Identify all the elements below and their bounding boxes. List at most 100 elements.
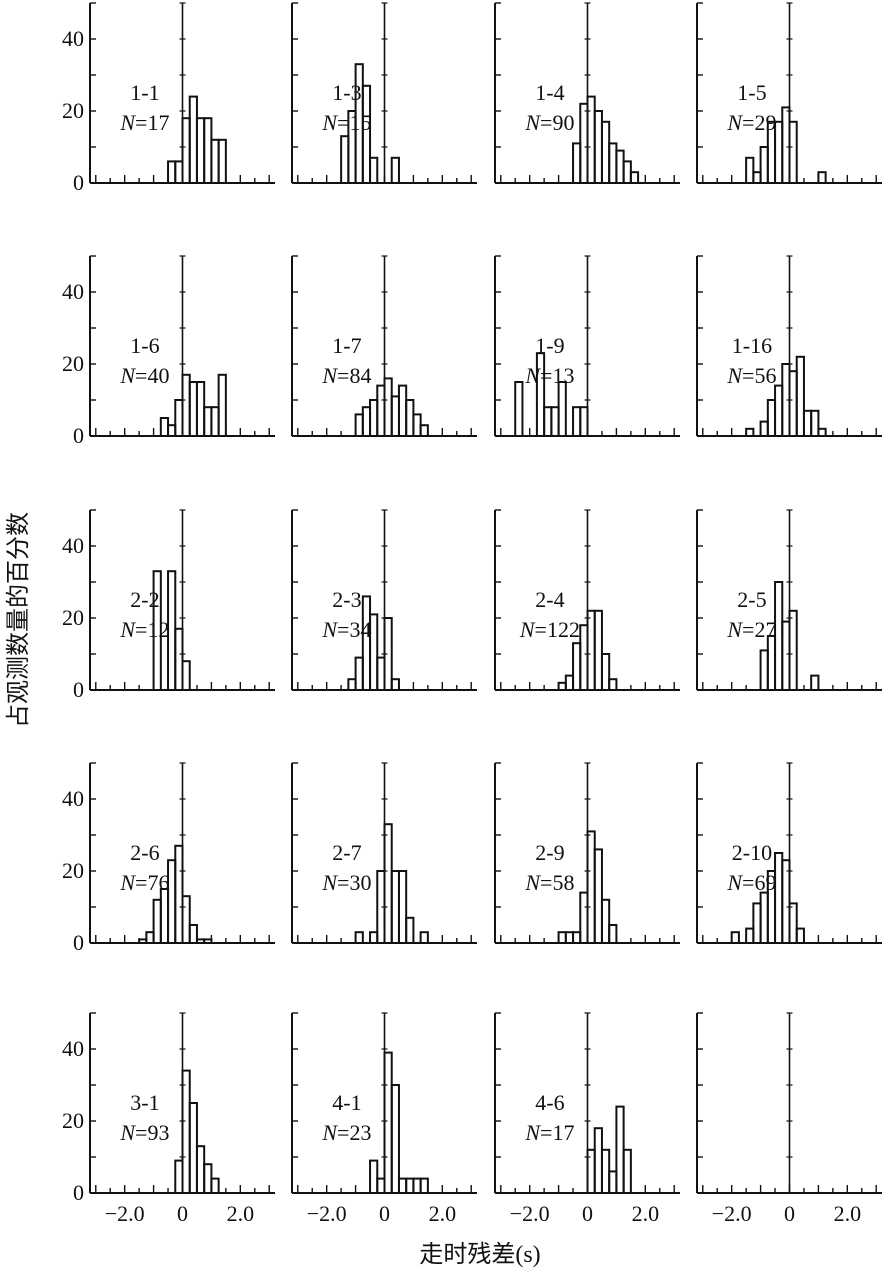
histogram-bar: [759, 420, 769, 438]
histogram-bar: [195, 117, 206, 184]
histogram-bar: [167, 424, 177, 438]
histogram-bar: [354, 656, 364, 691]
histogram-bar: [593, 609, 603, 691]
histogram-bar: [405, 1177, 415, 1194]
histogram-bar: [376, 656, 386, 691]
histogram-panel-2-9: 2-9 N=58: [494, 762, 680, 945]
histogram-bar: [419, 931, 429, 945]
histogram-bar: [608, 678, 618, 692]
histogram-bar: [759, 146, 769, 184]
histogram-bar: [788, 370, 798, 438]
histogram-bar: [759, 891, 769, 944]
station-label: 1-7: [332, 333, 361, 358]
histogram-bar: [195, 381, 206, 437]
histogram-bar: [600, 898, 611, 944]
histogram-bar: [593, 848, 603, 945]
histogram-bar: [217, 373, 227, 437]
histogram-bar: [600, 120, 611, 185]
histogram-panel-empty: −2.0 0 2.0: [696, 1012, 882, 1226]
station-label: 1-6: [130, 333, 159, 358]
histogram-bar: [210, 1177, 220, 1194]
histogram-bar: [419, 1177, 429, 1194]
histogram-bar: [210, 406, 220, 438]
station-label: 2-9: [535, 840, 564, 865]
histogram-bar: [181, 1069, 191, 1194]
y-tick-label: 40: [62, 1036, 84, 1061]
station-label: 2-3: [332, 587, 361, 612]
histogram-bar: [174, 160, 184, 184]
station-label: 3-1: [130, 1090, 159, 1115]
sample-count-label: N=76: [119, 870, 169, 895]
histogram-bar: [514, 381, 524, 437]
histogram-bar: [369, 931, 379, 945]
histogram-bar: [579, 406, 589, 438]
sample-count-label: N=93: [119, 1120, 169, 1145]
histogram-bar: [203, 117, 213, 184]
y-tick-label: 20: [62, 605, 84, 630]
histogram-bar: [745, 156, 755, 185]
sample-count-label: N=84: [321, 363, 371, 388]
histogram-panel-1-16: 1-16 N=56: [696, 255, 882, 438]
histogram-panel-1-5: 1-5 N=29: [696, 2, 882, 185]
histogram-bar: [788, 902, 798, 945]
histogram-bar: [217, 138, 227, 185]
sample-count-label: N=40: [119, 363, 169, 388]
y-tick-label: 20: [62, 98, 84, 123]
histogram-bar: [593, 1127, 603, 1194]
histogram-bar: [572, 642, 582, 692]
y-tick-label: 40: [62, 26, 84, 51]
station-label: 2-5: [737, 587, 766, 612]
y-tick-label: 40: [62, 786, 84, 811]
sample-count-label: N=69: [726, 870, 776, 895]
histogram-bar: [383, 823, 393, 945]
histogram-bar: [810, 674, 820, 691]
histogram-bar: [412, 1177, 422, 1194]
station-label: 2-2: [130, 587, 159, 612]
histogram-bar: [159, 417, 170, 437]
station-label: 2-4: [535, 587, 564, 612]
histogram-bar: [369, 156, 379, 185]
histogram-bar: [586, 1148, 596, 1195]
sample-count-label: N=30: [321, 870, 371, 895]
histogram-panel-1-1: 0 20 40 1-1 N=17: [62, 2, 275, 195]
histogram-bar: [817, 427, 827, 437]
histogram-bar: [752, 902, 762, 945]
y-axis-title: 占观测数量的百分数: [5, 512, 32, 728]
x-tick-label: 0: [784, 1201, 795, 1226]
panels-group: 0 20 40 1-1 N=17 1-3 N=15 1-4 N=90 1-5 N=29 0 20 40 1-…: [62, 2, 882, 1226]
histogram-bar: [579, 624, 589, 692]
y-tick-label: 0: [73, 930, 84, 955]
histogram-bar: [188, 924, 198, 944]
histogram-bar: [383, 617, 393, 691]
x-axis-title: 走时残差(s): [419, 1241, 540, 1268]
histogram-panel-1-7: 1-7 N=84: [291, 255, 477, 438]
histogram-bar: [608, 924, 618, 944]
x-tick-label: 0: [582, 1201, 593, 1226]
x-tick-label: −2.0: [307, 1201, 347, 1226]
histogram-bar: [188, 95, 198, 184]
station-label: 1-1: [130, 80, 159, 105]
histogram-bar: [181, 373, 191, 437]
histogram-bar: [397, 870, 408, 944]
histogram-panel-1-3: 1-3 N=15: [291, 2, 477, 185]
histogram-panel-2-4: 2-4 N=122: [494, 509, 680, 692]
histogram-bar: [188, 1102, 198, 1194]
histogram-bar: [390, 156, 400, 185]
station-label: 1-3: [332, 80, 361, 105]
histogram-bar: [340, 135, 350, 184]
histogram-panel-1-9: 1-9 N=13: [494, 255, 680, 438]
histogram-bar: [159, 888, 170, 944]
histogram-bar: [181, 117, 191, 184]
histogram-bar: [766, 635, 777, 691]
station-label: 4-1: [332, 1090, 361, 1115]
histogram-panel-2-6: 0 20 40 2-6 N=76: [62, 762, 275, 955]
x-tick-label: −2.0: [105, 1201, 145, 1226]
x-tick-label: −2.0: [712, 1201, 752, 1226]
histogram-panel-4-6: −2.0 0 2.0 4-6 N=17: [494, 1012, 680, 1226]
histogram-bar: [781, 106, 791, 184]
histogram-bar: [781, 620, 791, 691]
x-tick-label: 2.0: [227, 1201, 255, 1226]
histogram-bar: [361, 406, 372, 438]
histogram-bar: [579, 102, 589, 184]
histogram-bar: [788, 609, 798, 691]
